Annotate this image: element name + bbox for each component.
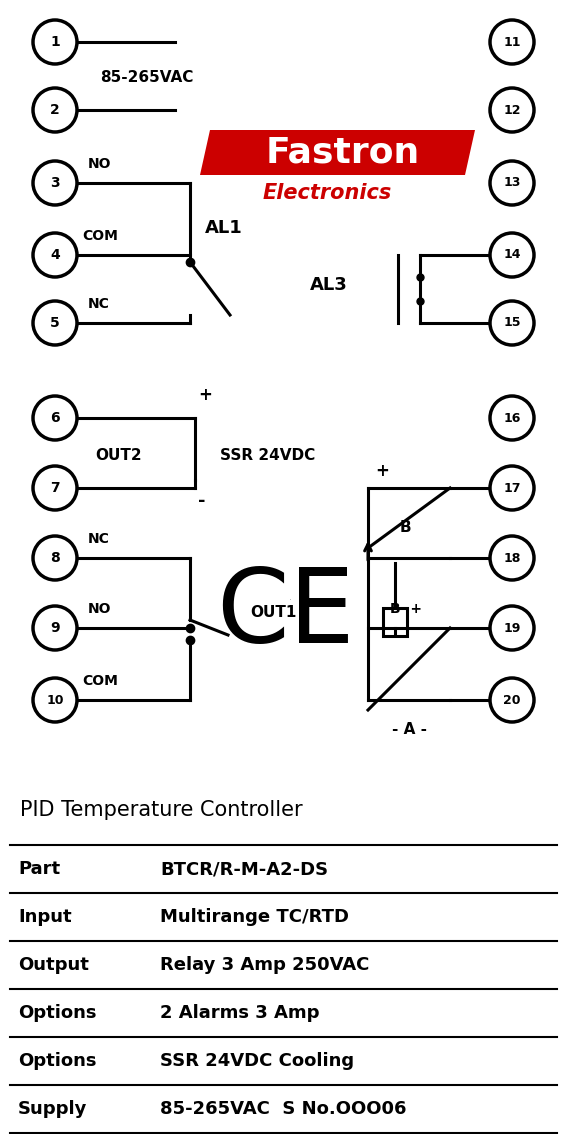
Circle shape: [33, 161, 77, 205]
Circle shape: [490, 161, 534, 205]
Text: AL3: AL3: [310, 276, 348, 294]
Circle shape: [490, 301, 534, 345]
Text: 5: 5: [50, 316, 60, 330]
Circle shape: [33, 20, 77, 64]
Text: Part: Part: [18, 860, 60, 878]
Text: NO: NO: [88, 156, 112, 171]
Text: 12: 12: [503, 103, 521, 117]
Text: 3: 3: [50, 176, 60, 191]
Text: SSR 24VDC Cooling: SSR 24VDC Cooling: [160, 1052, 354, 1070]
Text: 20: 20: [503, 694, 521, 706]
Text: +: +: [375, 462, 389, 480]
Circle shape: [490, 232, 534, 277]
Text: Input: Input: [18, 908, 71, 926]
Text: CE: CE: [215, 565, 354, 666]
Text: Electronics: Electronics: [263, 183, 392, 203]
Text: 7: 7: [50, 481, 60, 496]
Bar: [383, 608, 407, 636]
Text: 15: 15: [503, 316, 521, 330]
Circle shape: [490, 88, 534, 132]
Text: 17: 17: [503, 482, 521, 494]
Text: 2 Alarms 3 Amp: 2 Alarms 3 Amp: [160, 1004, 319, 1022]
Text: Relay 3 Amp 250VAC: Relay 3 Amp 250VAC: [160, 956, 369, 974]
Text: 8: 8: [50, 551, 60, 565]
Text: - A -: - A -: [392, 722, 428, 737]
Text: Options: Options: [18, 1004, 96, 1022]
Text: 85-265VAC: 85-265VAC: [100, 70, 193, 85]
Text: BTCR/R-M-A2-DS: BTCR/R-M-A2-DS: [160, 860, 328, 878]
Text: NC: NC: [88, 297, 110, 311]
Text: 9: 9: [50, 621, 60, 635]
Text: 10: 10: [46, 694, 64, 706]
Polygon shape: [200, 130, 475, 175]
Text: +: +: [198, 386, 212, 404]
Text: OUT1: OUT1: [250, 606, 297, 620]
Text: 2: 2: [50, 103, 60, 117]
Text: COM: COM: [82, 229, 118, 243]
Circle shape: [33, 301, 77, 345]
Text: Fastron: Fastron: [265, 135, 420, 169]
Circle shape: [490, 396, 534, 440]
Text: 18: 18: [503, 551, 521, 565]
Circle shape: [33, 606, 77, 650]
Text: COM: COM: [82, 674, 118, 688]
Text: Supply: Supply: [18, 1100, 87, 1118]
Text: B  +: B +: [390, 602, 422, 616]
Circle shape: [490, 536, 534, 579]
Text: AL1: AL1: [205, 219, 243, 237]
Text: 14: 14: [503, 248, 521, 262]
Text: PID Temperature Controller: PID Temperature Controller: [20, 799, 303, 820]
Text: 16: 16: [503, 412, 521, 424]
Text: OUT2: OUT2: [95, 448, 142, 463]
Text: 85-265VAC  S No.OOO06: 85-265VAC S No.OOO06: [160, 1100, 407, 1118]
Text: 13: 13: [503, 177, 521, 189]
Text: NC: NC: [88, 532, 110, 545]
Circle shape: [33, 88, 77, 132]
Text: B: B: [400, 521, 412, 535]
Circle shape: [490, 606, 534, 650]
Circle shape: [490, 20, 534, 64]
Circle shape: [490, 678, 534, 722]
Text: SSR 24VDC: SSR 24VDC: [220, 448, 315, 463]
Circle shape: [490, 466, 534, 510]
Text: Options: Options: [18, 1052, 96, 1070]
Text: -: -: [198, 492, 205, 510]
Text: 4: 4: [50, 248, 60, 262]
Circle shape: [33, 396, 77, 440]
Text: NO: NO: [88, 602, 112, 616]
Text: 19: 19: [503, 621, 521, 635]
Text: 1: 1: [50, 35, 60, 49]
Text: 6: 6: [50, 411, 60, 425]
Circle shape: [33, 232, 77, 277]
Circle shape: [33, 536, 77, 579]
Text: 11: 11: [503, 35, 521, 49]
Circle shape: [33, 466, 77, 510]
Text: Output: Output: [18, 956, 89, 974]
Text: Multirange TC/RTD: Multirange TC/RTD: [160, 908, 349, 926]
Circle shape: [33, 678, 77, 722]
